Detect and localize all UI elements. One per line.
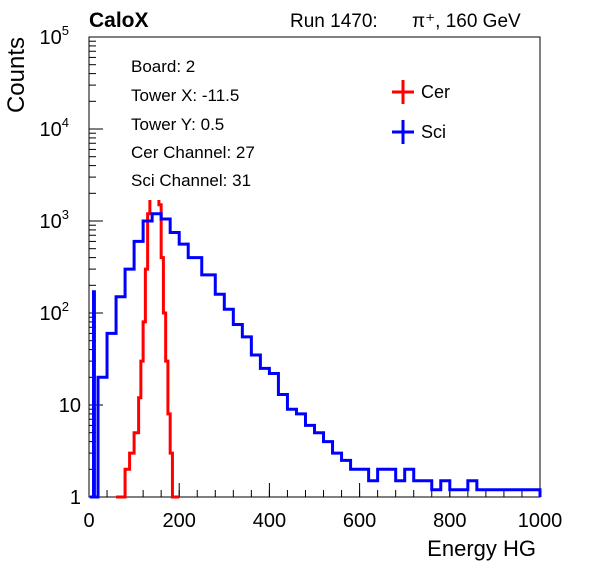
x-tick-label: 600 — [343, 510, 376, 532]
x-tick-label: 1000 — [518, 510, 563, 532]
x-tick-label: 400 — [253, 510, 286, 532]
x-tick-label: 800 — [433, 510, 466, 532]
y-tick-label: 104 — [40, 115, 69, 141]
axis-ticks: 0 200 400 600 800 1000 1 10 102 103 104 105 — [40, 23, 563, 532]
info-box — [120, 50, 358, 200]
x-tick-label: 200 — [163, 510, 196, 532]
y-axis-title: Counts — [3, 37, 30, 113]
x-axis-title: Energy HG — [427, 536, 536, 561]
particle-label: π⁺, 160 GeV — [412, 11, 521, 32]
legend-marker-sci — [392, 120, 414, 144]
y-tick-label: 103 — [40, 207, 69, 233]
info-board: Board: 2 — [131, 57, 195, 76]
info-tower-y: Tower Y: 0.5 — [131, 115, 224, 134]
legend: Cer Sci — [392, 80, 450, 144]
plot-frame — [88, 36, 541, 498]
info-sci-channel: Sci Channel: 31 — [131, 171, 251, 190]
info-cer-channel: Cer Channel: 27 — [131, 143, 255, 162]
y-tick-label: 105 — [40, 23, 69, 49]
info-tower-x: Tower X: -11.5 — [131, 86, 239, 105]
run-label: Run 1470: — [290, 11, 378, 32]
legend-label-sci: Sci — [421, 122, 446, 142]
y-tick-label: 1 — [70, 487, 81, 509]
legend-label-cer: Cer — [421, 82, 450, 102]
experiment-label: CaloX — [89, 9, 149, 32]
y-tick-label: 10 — [59, 395, 81, 417]
series-line-sci — [89, 212, 542, 499]
legend-marker-cer — [392, 80, 414, 104]
y-tick-label: 102 — [40, 299, 69, 325]
x-tick-label: 0 — [83, 510, 94, 532]
